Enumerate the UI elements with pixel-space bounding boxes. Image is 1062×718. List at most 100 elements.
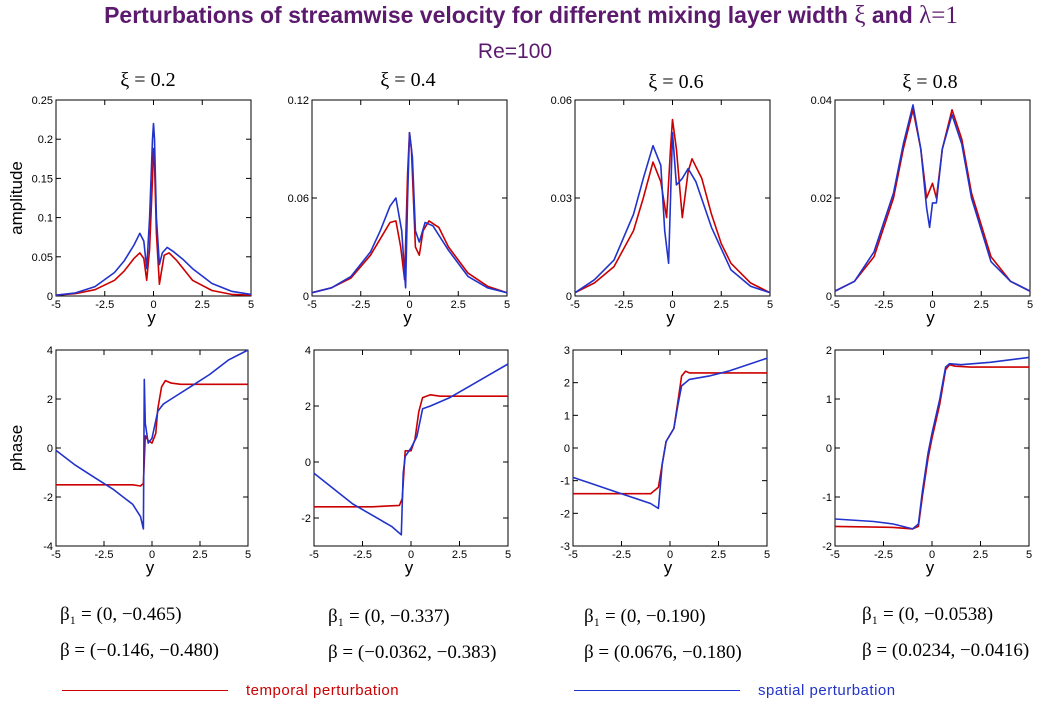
x-tick-label-3: 0 <box>669 299 675 311</box>
beta1-annotation-3: β₁ = (0, −0.190) <box>584 606 706 627</box>
y-tick-label-6: -2 <box>301 513 311 525</box>
y-tick-label-7: 0 <box>564 443 570 455</box>
spatial-series-line-8 <box>834 356 1030 530</box>
y-tick-label-5: 0 <box>47 443 53 455</box>
beta-annotation-4: β = (0.0234, −0.0416) <box>862 640 1030 661</box>
y-tick-label-3: 0.06 <box>551 95 572 107</box>
x-tick-label-8: 5 <box>1026 549 1032 561</box>
x-tick-label-3: -2.5 <box>614 299 633 311</box>
spatial-series-line-6 <box>313 363 509 536</box>
x-tick-label-2: -2.5 <box>351 299 370 311</box>
y-tick-label-8: -2 <box>822 541 832 553</box>
x-axis-label-6: y <box>405 558 414 577</box>
x-tick-label-1: 2.5 <box>195 299 210 311</box>
beta-annotation-1: β = (−0.146, −0.480) <box>60 640 219 661</box>
panel-title-3: ξ = 0.6 <box>648 71 703 93</box>
y-tick-label-5: -4 <box>43 541 53 553</box>
y-tick-label-7: -1 <box>560 476 570 488</box>
spatial-series-line-7 <box>572 357 768 510</box>
y-tick-label-5: -2 <box>43 492 53 504</box>
x-tick-label-6: 5 <box>505 549 511 561</box>
y-tick-label-5: 2 <box>47 394 53 406</box>
x-tick-label-5: -5 <box>51 549 61 561</box>
spatial-series-line-2 <box>311 131 508 294</box>
y-tick-label-1: 0.1 <box>38 213 53 225</box>
x-tick-label-2: -5 <box>307 299 317 311</box>
panel-title-4: ξ = 0.8 <box>902 71 957 93</box>
plot-frame-5 <box>55 349 249 547</box>
x-axis-label-1: y <box>147 308 156 327</box>
spatial-series-line-3 <box>574 131 771 294</box>
x-tick-label-1: 5 <box>248 299 254 311</box>
spatial-series-line-5 <box>55 349 249 530</box>
y-tick-label-4: 0.02 <box>811 193 832 205</box>
temporal-series-line-6 <box>314 393 508 508</box>
x-tick-label-5: 2.5 <box>192 549 207 561</box>
beta1-annotation-1: β₁ = (0, −0.465) <box>60 604 182 625</box>
x-tick-label-4: -5 <box>830 299 840 311</box>
y-tick-label-7: 1 <box>564 410 570 422</box>
legend-spatial-label: spatial perturbation <box>758 682 896 699</box>
beta1-annotation-4: β₁ = (0, −0.0538) <box>862 604 994 625</box>
x-tick-label-1: -2.5 <box>95 299 114 311</box>
figure-subtitle: Re=100 <box>477 40 553 63</box>
y-axis-label-5: phase <box>7 425 26 471</box>
panel-title-2: ξ = 0.4 <box>380 69 435 91</box>
beta-annotation-2: β = (−0.0362, −0.383) <box>328 642 497 663</box>
x-axis-label-2: y <box>403 308 412 327</box>
x-tick-label-5: -2.5 <box>95 549 114 561</box>
x-tick-label-1: 0 <box>150 299 156 311</box>
plot-frame-8 <box>834 349 1030 547</box>
beta1-annotation-2: β₁ = (0, −0.337) <box>328 606 450 627</box>
x-tick-label-5: 0 <box>149 549 155 561</box>
x-tick-label-1: -5 <box>51 299 61 311</box>
y-tick-label-4: 0.04 <box>811 95 832 107</box>
x-tick-label-5: 5 <box>245 549 251 561</box>
beta-annotation-3: β = (0.0676, −0.180) <box>584 642 742 663</box>
y-tick-label-7: -3 <box>560 541 570 553</box>
x-tick-label-3: -5 <box>570 299 580 311</box>
x-tick-label-4: 2.5 <box>974 299 989 311</box>
x-axis-label-4: y <box>926 308 935 327</box>
y-tick-label-7: -2 <box>560 508 570 520</box>
x-axis-label-8: y <box>926 558 935 577</box>
x-axis-label-5: y <box>146 558 155 577</box>
y-tick-label-7: 3 <box>564 345 570 357</box>
spatial-series-line-4 <box>834 104 1031 292</box>
x-tick-label-7: 5 <box>764 549 770 561</box>
y-tick-label-3: 0.03 <box>551 193 572 205</box>
title-xi-symbol: ξ <box>854 2 866 29</box>
y-tick-label-2: 0.06 <box>288 193 309 205</box>
spatial-series-line-1 <box>55 122 252 296</box>
y-tick-label-6: 2 <box>305 401 311 413</box>
x-tick-label-4: -2.5 <box>874 299 893 311</box>
temporal-series-line-3 <box>574 118 771 294</box>
x-tick-label-6: -5 <box>309 549 319 561</box>
y-tick-label-8: 2 <box>826 345 832 357</box>
y-tick-label-8: 1 <box>826 394 832 406</box>
title-lambda-text: λ=1 <box>919 2 958 29</box>
x-tick-label-8: -2.5 <box>874 549 893 561</box>
x-tick-label-6: -2.5 <box>353 549 372 561</box>
legend-spatial-line <box>574 690 740 691</box>
x-tick-label-4: 5 <box>1027 299 1033 311</box>
y-tick-label-5: 4 <box>47 345 53 357</box>
plot-frame-7 <box>572 349 768 547</box>
x-tick-label-3: 5 <box>767 299 773 311</box>
y-tick-label-7: 2 <box>564 378 570 390</box>
y-tick-label-1: 0.25 <box>32 95 53 107</box>
y-tick-label-2: 0 <box>303 291 309 303</box>
x-axis-label-7: y <box>664 558 673 577</box>
y-tick-label-8: 0 <box>826 443 832 455</box>
y-tick-label-4: 0 <box>826 291 832 303</box>
temporal-series-line-1 <box>55 147 252 296</box>
plot-frame-2 <box>311 99 508 297</box>
x-axis-label-3: y <box>666 308 675 327</box>
temporal-series-line-5 <box>56 379 248 487</box>
legend-temporal-line <box>62 690 228 691</box>
x-tick-label-2: 5 <box>504 299 510 311</box>
x-tick-label-7: -2.5 <box>612 549 631 561</box>
x-tick-label-4: 0 <box>929 299 935 311</box>
temporal-series-line-8 <box>834 363 1029 530</box>
